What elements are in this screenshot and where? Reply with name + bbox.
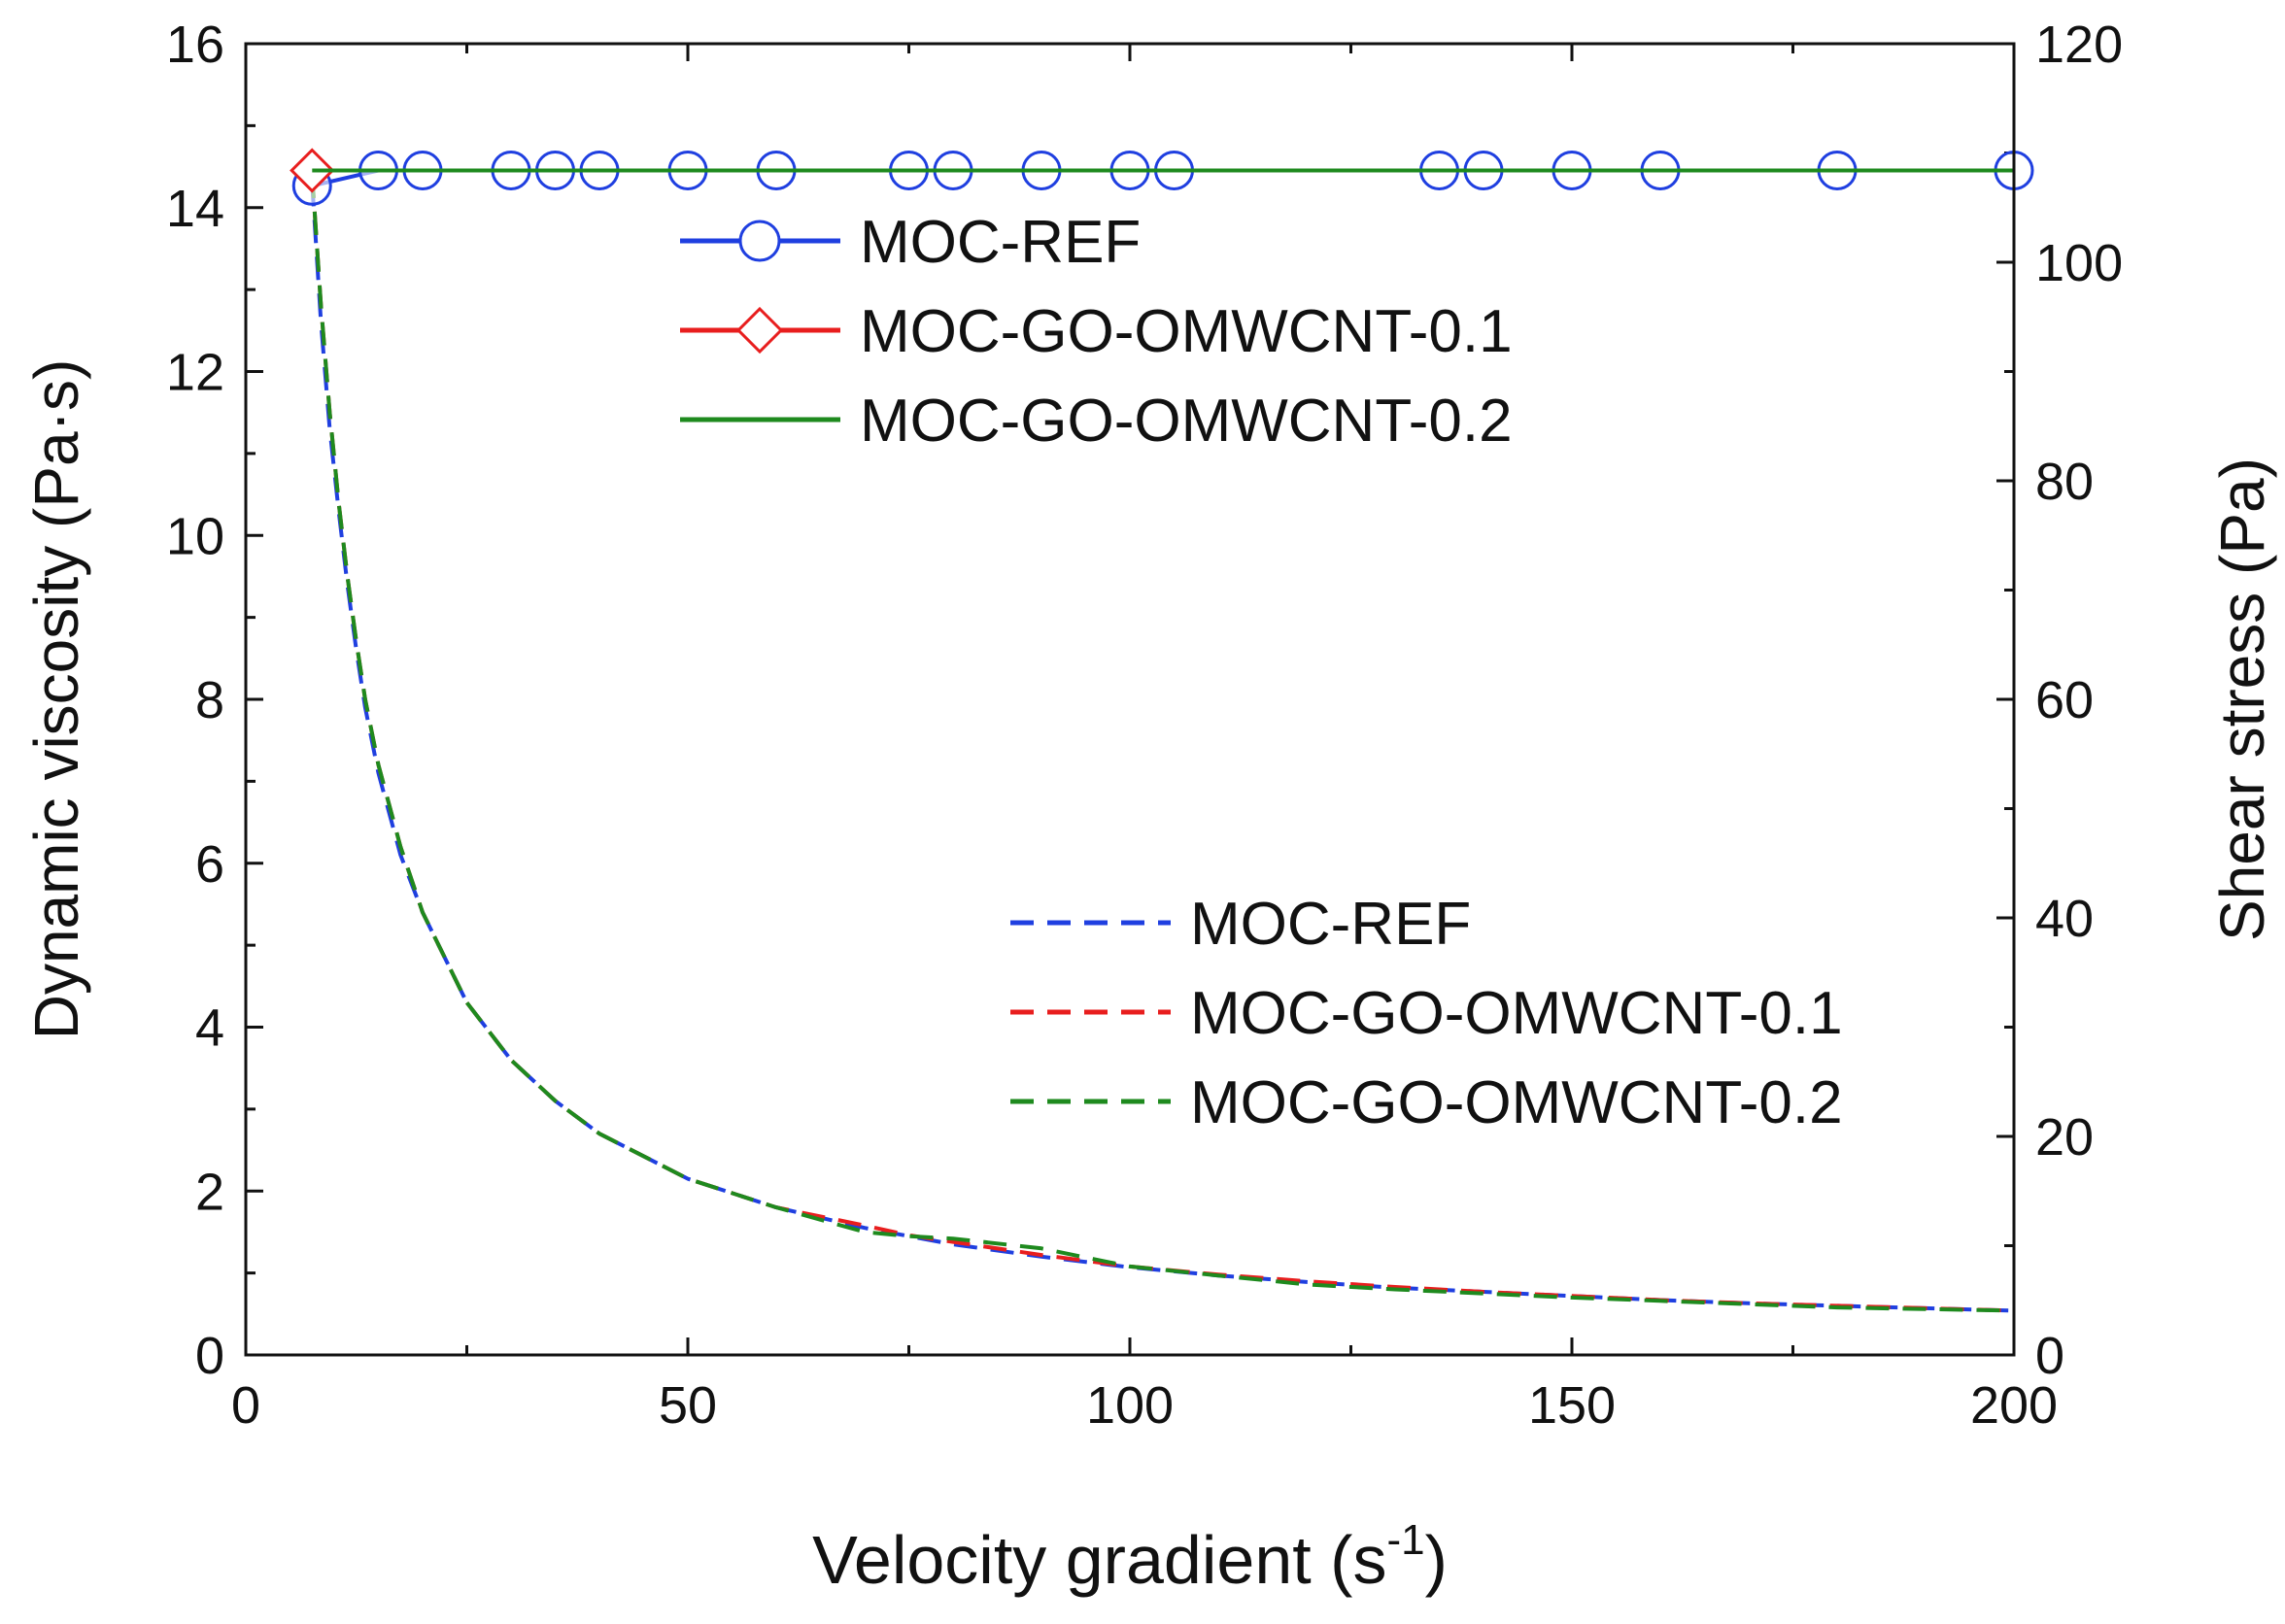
y-right-tick-label: 120 (2035, 16, 2123, 74)
series-line (310, 174, 2015, 1313)
y-right-tick-label: 40 (2035, 890, 2094, 948)
y-left-tick-label: 10 (166, 507, 224, 565)
y-left-axis-label: Dynamic viscosity (Pa·s) (21, 359, 91, 1040)
x-tick-label: 150 (1528, 1376, 1616, 1435)
y-left-tick-label: 4 (195, 999, 224, 1058)
legend-top-entry-label: MOC-GO-OMWCNT-0.1 (860, 298, 1513, 365)
y-right-tick-label: 60 (2035, 671, 2094, 729)
x-axis-label-end: ) (1425, 1522, 1448, 1598)
data-point-diamond (290, 148, 335, 193)
x-axis-label: Velocity gradient (s-1) (812, 1516, 1448, 1598)
y-right-tick-label: 0 (2035, 1327, 2064, 1385)
y-left-tick-label: 0 (195, 1327, 224, 1385)
x-tick-label: 50 (659, 1376, 717, 1435)
legend-top-swatch-marker (738, 220, 781, 262)
legend-top-entry-label: MOC-REF (860, 209, 1141, 276)
x-tick-label: 0 (231, 1376, 260, 1435)
x-axis-label-superscript: -1 (1386, 1516, 1424, 1564)
y-left-tick-label: 16 (166, 16, 224, 74)
legend-bottom-entry-label: MOC-REF (1190, 891, 1471, 958)
x-axis-label-main: Velocity gradient (s (812, 1522, 1386, 1598)
x-tick-label: 200 (1970, 1376, 2058, 1435)
legend-bottom-entry-label: MOC-GO-OMWCNT-0.1 (1190, 980, 1843, 1047)
y-left-tick-label: 6 (195, 835, 224, 894)
plot-area-frame (244, 42, 2016, 1357)
y-right-tick-label: 100 (2035, 234, 2123, 292)
y-left-tick-label: 14 (166, 180, 224, 238)
legend-top-entry-label: MOC-GO-OMWCNT-0.2 (860, 388, 1513, 455)
legend-top-swatch-marker (735, 306, 784, 355)
y-left-tick-label: 2 (195, 1163, 224, 1221)
y-right-tick-label: 20 (2035, 1108, 2094, 1167)
x-tick-label: 100 (1086, 1376, 1174, 1435)
y-right-tick-label: 80 (2035, 453, 2094, 511)
y-left-tick-label: 8 (195, 671, 224, 729)
legend-bottom-entry-label: MOC-GO-OMWCNT-0.2 (1190, 1069, 1843, 1136)
y-left-tick-label: 12 (166, 344, 224, 402)
series-group (290, 148, 2034, 1313)
y-right-axis-label: Shear stress (Pa) (2207, 457, 2277, 941)
legends: MOC-REF MOC-GO-OMWCNT-0.1 MOC-GO-OMWCNT-0.… (680, 209, 1843, 1136)
